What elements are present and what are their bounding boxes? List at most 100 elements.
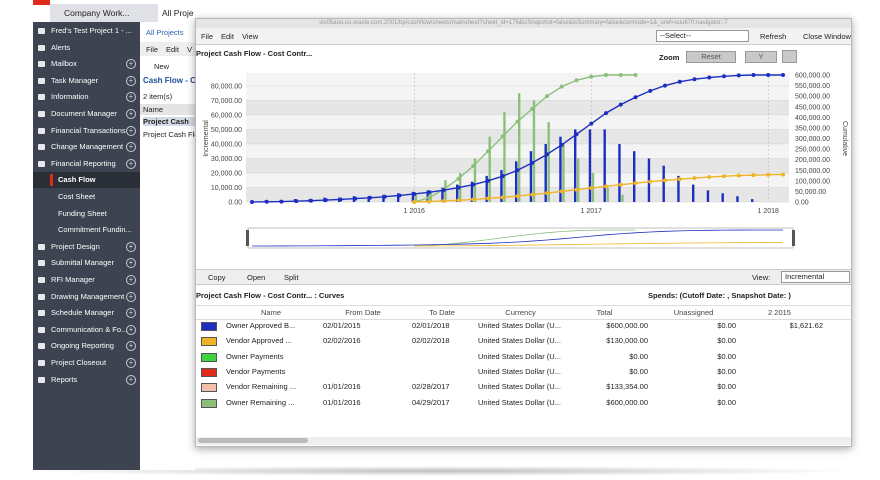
nav-icon — [38, 277, 45, 283]
nav-item[interactable]: RFI Manager + — [33, 272, 140, 288]
point — [338, 197, 343, 202]
nav-item[interactable]: Alerts — [33, 40, 140, 56]
close-button[interactable]: Close Window — [803, 32, 851, 41]
point — [397, 193, 402, 198]
nav-item[interactable]: Cash Flow — [33, 172, 140, 189]
table-header: Name From Date To Date Currency Total Unassig… — [196, 305, 851, 320]
nav-item[interactable]: Information + — [33, 89, 140, 105]
menu[interactable]: File — [201, 32, 214, 41]
nav-item[interactable]: Project Closeout + — [33, 355, 140, 371]
y2-tick-label: 250,000.00 — [795, 147, 830, 154]
copy-button[interactable]: Copy — [208, 273, 226, 282]
nav-label: Mailbox — [51, 59, 77, 69]
nav-item[interactable]: Mailbox + — [33, 56, 140, 72]
zoom-label: Zoom — [659, 53, 680, 62]
bar — [397, 193, 400, 202]
menu[interactable]: View — [242, 32, 259, 41]
point — [279, 199, 284, 204]
select[interactable]: --Select-- — [656, 30, 749, 42]
expand-icon: + — [126, 308, 136, 319]
view-select[interactable]: Incremental — [781, 271, 850, 283]
row[interactable]: Project Cash — [143, 117, 195, 126]
nav-item[interactable]: Ongoing Reporting + — [33, 338, 140, 354]
point — [427, 190, 431, 195]
nav-item[interactable]: Fred's Test Project 1 - ... — [33, 23, 140, 39]
refresh-button[interactable]: Refresh — [760, 32, 787, 41]
point — [559, 142, 564, 147]
point — [427, 199, 431, 204]
tab[interactable]: Company Work... — [50, 4, 158, 22]
open-button[interactable]: Open — [247, 273, 266, 282]
cell: 02/02/2018 — [412, 336, 450, 346]
split-button[interactable]: Split — [284, 273, 299, 282]
new-button[interactable]: New — [154, 62, 170, 71]
nav-label: Alerts — [51, 42, 71, 52]
nav-icon — [38, 260, 45, 267]
nav-item[interactable]: Drawing Management + — [33, 289, 140, 305]
nav-item[interactable]: Submittal Manager + — [33, 255, 140, 271]
nav-item[interactable]: Financial Transactions + — [33, 123, 140, 139]
y-tick-label: 0.00 — [228, 200, 242, 207]
bar — [559, 136, 562, 202]
nav-item[interactable]: Cost Sheet — [33, 189, 140, 205]
grid-band — [246, 129, 789, 144]
expand-icon: + — [126, 125, 136, 136]
y-tick-label: 20,000.00 — [211, 170, 242, 177]
nav-item[interactable]: Funding Sheet — [33, 206, 140, 222]
bar — [470, 181, 474, 202]
nav-item[interactable]: Financial Reporting + — [33, 156, 140, 172]
point — [382, 194, 387, 199]
column-header: Total — [596, 308, 613, 317]
line — [251, 229, 783, 247]
point — [692, 176, 697, 181]
point — [412, 191, 417, 196]
y-button[interactable]: Y — [745, 51, 777, 63]
nav-item[interactable]: Change Management + — [33, 139, 140, 155]
nav-item[interactable]: Reports + — [33, 372, 140, 388]
point — [368, 195, 372, 200]
bar — [529, 151, 533, 202]
y2-tick-label: 500,000.00 — [795, 94, 830, 101]
tab[interactable]: All Proje — [158, 4, 198, 22]
bar — [544, 143, 547, 202]
expand-icon: + — [126, 374, 136, 385]
bar — [414, 194, 418, 202]
back-panel: All Projects File Edit V New Cash Flow -… — [140, 22, 195, 470]
nav-item[interactable]: Schedule Manager + — [33, 305, 140, 321]
link[interactable]: All Projects — [146, 28, 184, 37]
nav-icon — [38, 77, 45, 84]
point — [486, 196, 490, 201]
nav-item[interactable]: Commitment Fundin... — [33, 222, 140, 238]
point — [559, 189, 564, 194]
y-tick-label: 40,000.00 — [211, 141, 242, 148]
cell: Owner Payments — [226, 351, 284, 361]
print-button[interactable] — [782, 50, 797, 63]
row[interactable]: Project Cash Flo — [143, 130, 195, 139]
nav-item[interactable]: Document Manager + — [33, 106, 140, 122]
cell: 02/28/2017 — [412, 382, 450, 392]
nav-label: Project Design — [51, 241, 100, 251]
menu[interactable]: Edit — [166, 45, 179, 54]
point — [574, 187, 579, 192]
point — [471, 182, 476, 187]
point — [618, 73, 623, 77]
navigator-handle — [792, 230, 795, 246]
point — [618, 102, 623, 107]
menu[interactable]: Edit — [221, 32, 234, 41]
nav-item[interactable]: Project Design + — [33, 239, 140, 255]
bar — [618, 143, 621, 202]
point — [500, 174, 505, 179]
y2-tick-label: 200,000.00 — [795, 157, 830, 164]
cell: Owner Approved B... — [226, 321, 296, 330]
point — [722, 174, 726, 179]
nav-label: Commitment Fundin... — [58, 225, 132, 235]
cell: 01/01/2016 — [323, 397, 361, 407]
nav-icon — [38, 61, 45, 68]
nav-item[interactable]: Communication & Fo... + — [33, 322, 140, 338]
reset-button[interactable]: Reset — [686, 51, 736, 63]
bar — [692, 184, 695, 202]
menu[interactable]: V — [187, 45, 193, 54]
menu[interactable]: File — [146, 45, 159, 54]
nav-item[interactable]: Task Manager + — [33, 73, 140, 89]
color-swatch — [201, 367, 217, 377]
